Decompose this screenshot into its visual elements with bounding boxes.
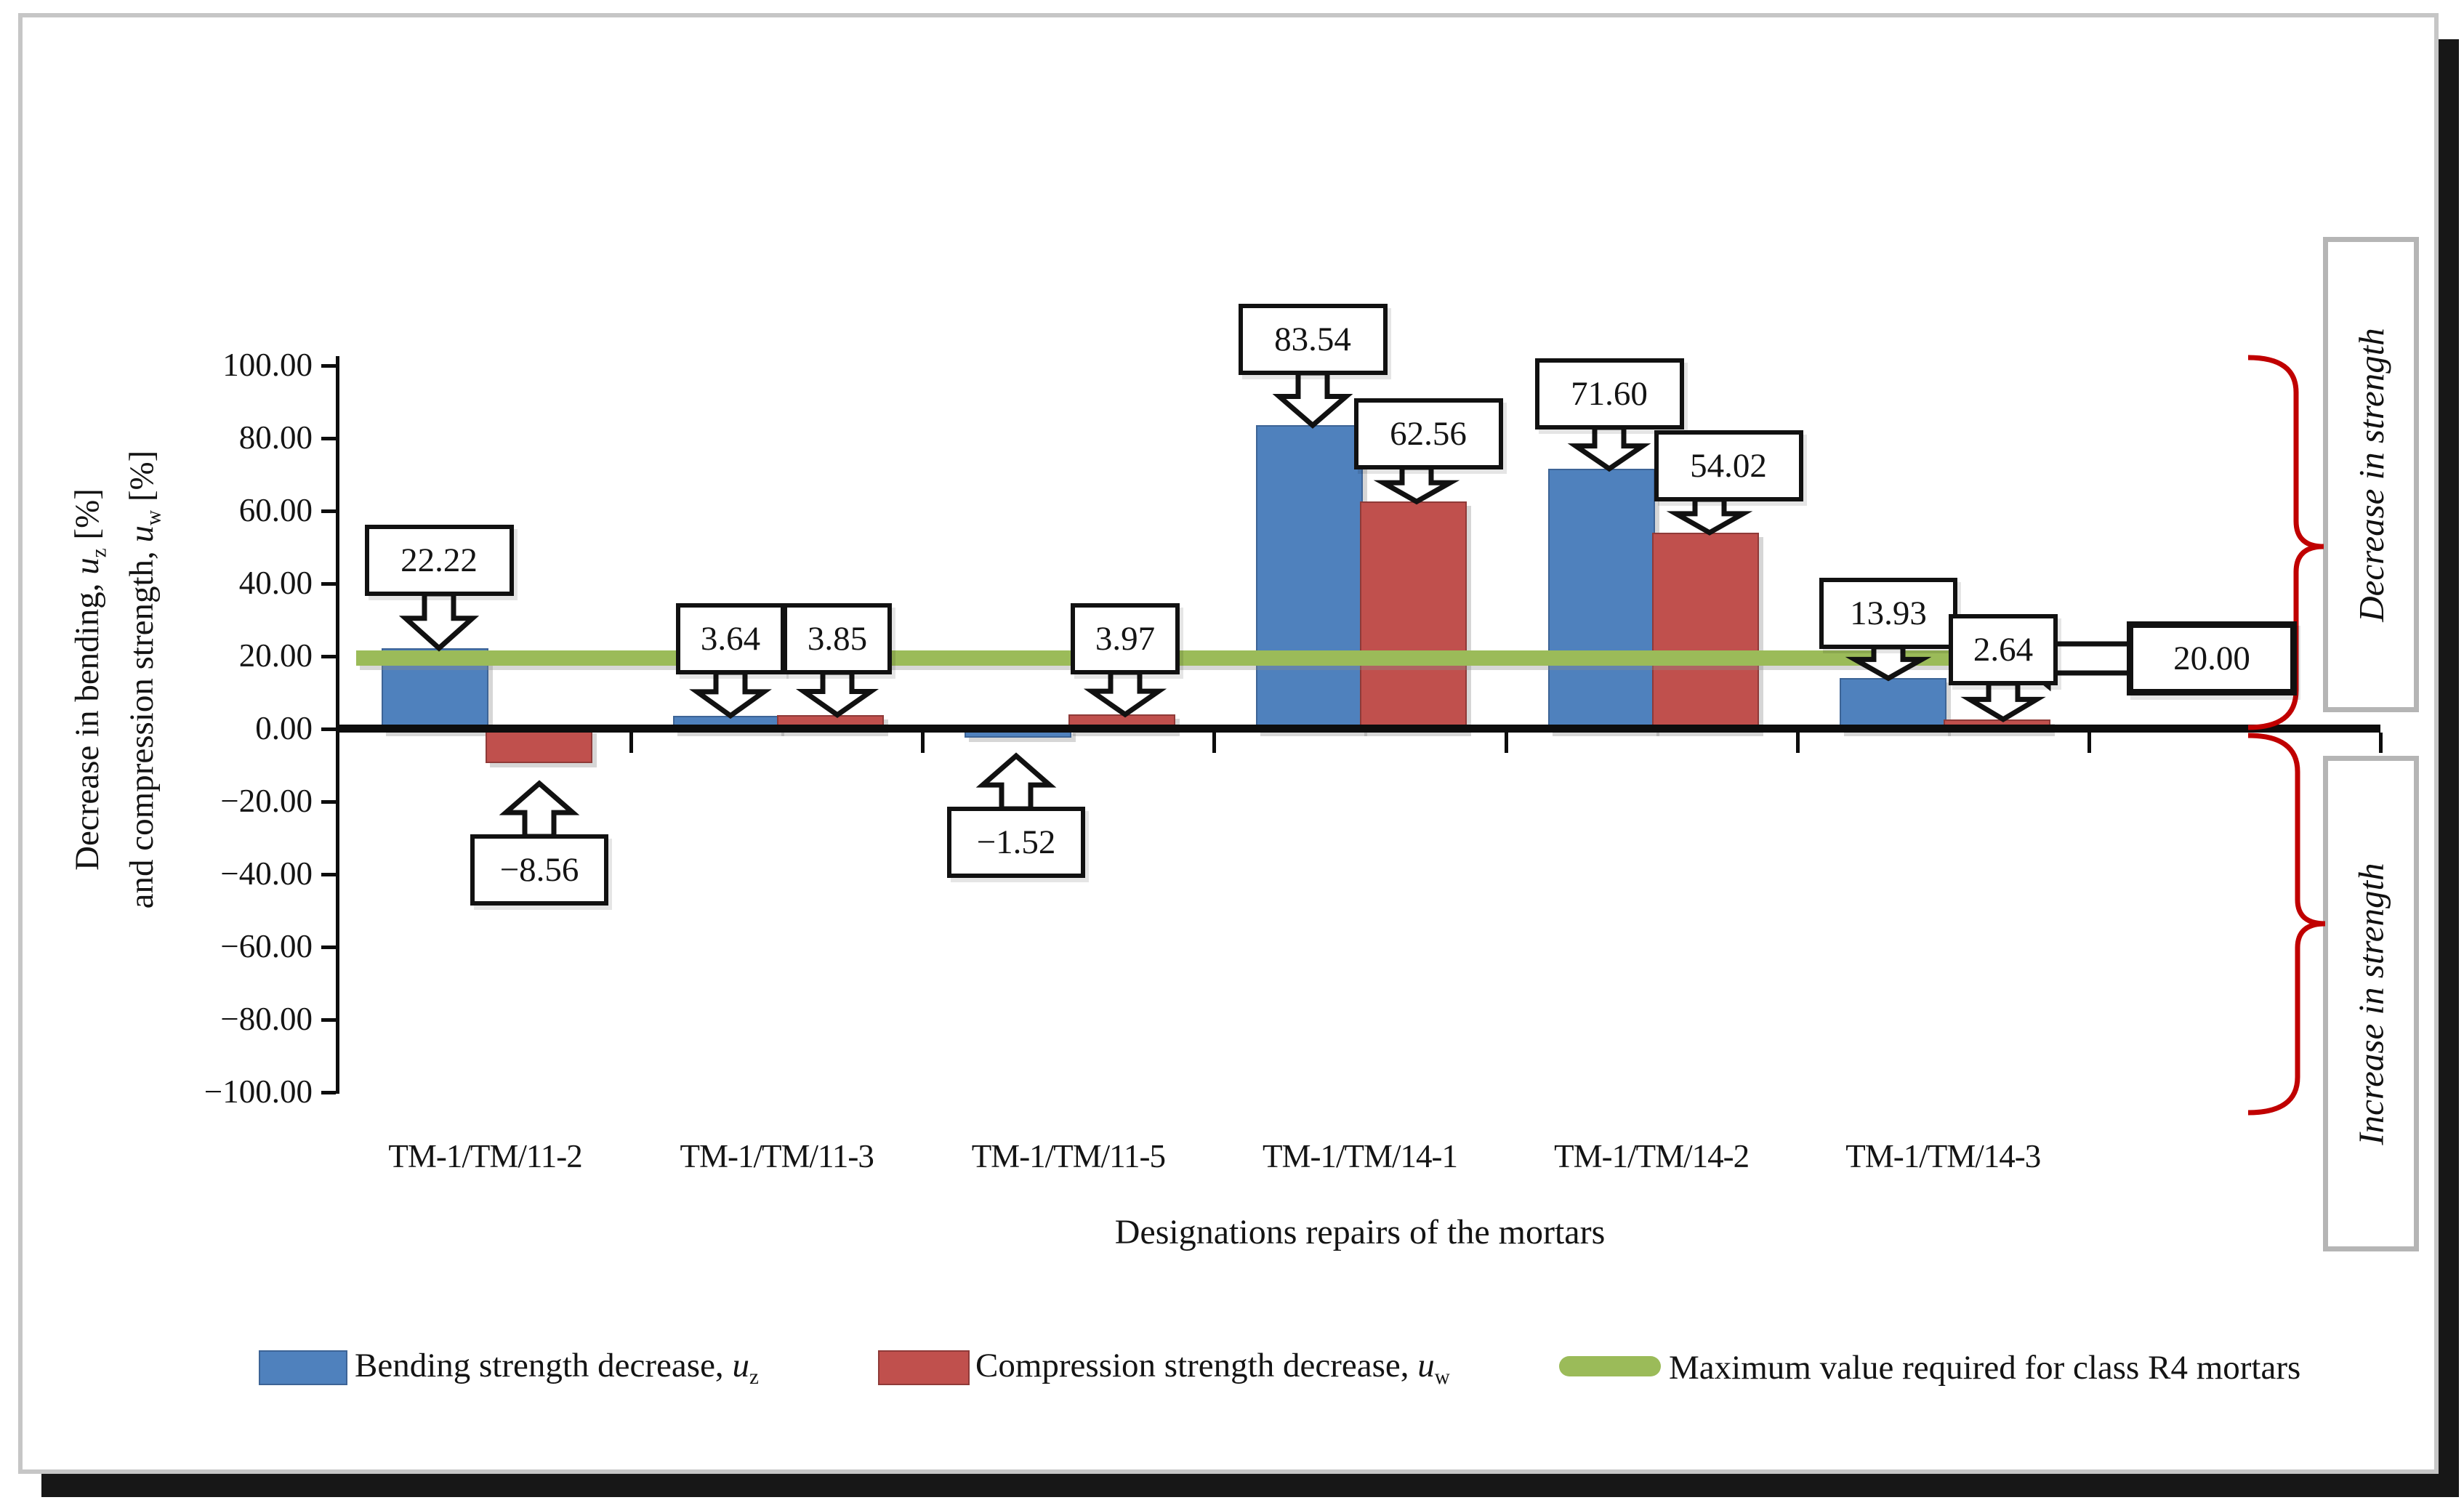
y-axis-tick-label: 80.00	[238, 419, 313, 456]
callout-arrow-down-icon	[398, 591, 480, 652]
x-axis-tick	[1212, 733, 1217, 753]
y-axis-tick	[321, 437, 336, 440]
bar-bending-TM-1/TM/14-2	[1547, 469, 1655, 732]
y-axis-tick	[321, 945, 336, 949]
bar-compression-TM-1/TM/14-2	[1651, 532, 1759, 732]
bar-bending-TM-1/TM/14-3	[1839, 678, 1946, 732]
callout-arrow-down-icon	[689, 669, 772, 719]
y-axis-tick-label: 100.00	[222, 346, 313, 383]
x-axis-tick	[629, 733, 634, 753]
callout-arrow-up-icon	[499, 780, 580, 839]
increase-brace-icon	[2247, 733, 2326, 1116]
x-axis-line	[336, 725, 2380, 733]
legend-label-compression: Compression strength decrease, uw	[975, 1346, 1450, 1390]
y-axis-tick-label: 60.00	[238, 491, 313, 528]
data-label-callout: 3.97	[1071, 603, 1180, 674]
reference-value-callout: 20.00	[2127, 621, 2297, 695]
x-category-label: TM-1/TM/14-3	[1845, 1138, 2041, 1174]
data-label-callout: 54.02	[1654, 430, 1803, 501]
data-label-callout: 3.85	[783, 603, 892, 674]
y-axis-tick-label: 40.00	[238, 564, 313, 601]
y-axis-tick	[321, 873, 336, 876]
y-axis-tick-label: −80.00	[220, 1000, 313, 1037]
data-label-callout: 2.64	[1949, 614, 2058, 685]
callout-arrow-down-icon	[1666, 496, 1753, 536]
data-label-callout: 22.22	[364, 525, 514, 596]
callout-arrow-up-icon	[975, 752, 1057, 812]
data-label-callout: −8.56	[470, 834, 608, 906]
y-axis-tick	[321, 727, 336, 731]
y-axis-tick	[321, 582, 336, 586]
x-category-label: TM-1/TM/11-3	[680, 1138, 874, 1174]
y-axis-tick-label: −100.00	[204, 1073, 313, 1110]
legend-label-bending: Bending strength decrease, uz	[355, 1346, 759, 1390]
callout-arrow-down-icon	[1845, 644, 1932, 682]
y-axis-tick-label: −20.00	[220, 782, 313, 819]
y-axis-tick-label: −60.00	[220, 927, 313, 964]
data-label-callout: 71.60	[1534, 358, 1684, 430]
callout-arrow-down-icon	[1960, 680, 2046, 722]
y-axis-tick	[321, 364, 336, 368]
data-label-callout: 3.64	[676, 603, 785, 674]
callout-arrow-down-icon	[1567, 424, 1651, 472]
bar-compression-TM-1/TM/11-2	[486, 729, 592, 763]
callout-arrow-down-icon	[1373, 464, 1460, 505]
legend-swatch-bending	[259, 1350, 347, 1385]
increase-in-strength-box: Increase in strength	[2323, 756, 2419, 1251]
y-axis-tick	[321, 655, 336, 658]
y-axis-tick-label: 20.00	[238, 637, 313, 674]
figure-frame	[18, 13, 2439, 1474]
y-axis-tick	[321, 1018, 336, 1022]
data-label-callout: 13.93	[1819, 578, 1957, 649]
data-label-callout: 83.54	[1238, 304, 1388, 375]
x-axis-tick	[2378, 733, 2383, 753]
callout-arrow-down-icon	[1272, 370, 1353, 429]
y-axis-tick	[321, 509, 336, 513]
y-axis-tick-label: 0.00	[255, 709, 313, 746]
x-axis-tick	[1795, 733, 1800, 753]
x-axis-tick	[921, 733, 925, 753]
x-category-label: TM-1/TM/11-5	[971, 1138, 1166, 1174]
x-axis-tick	[1504, 733, 1508, 753]
x-category-label: TM-1/TM/14-2	[1554, 1138, 1750, 1174]
y-axis-tick-label: −40.00	[220, 855, 313, 892]
decrease-brace-icon	[2247, 355, 2324, 730]
data-label-callout: −1.52	[947, 807, 1085, 878]
callout-arrow-down-icon	[795, 669, 879, 719]
legend-swatch-compression	[878, 1350, 970, 1385]
y-axis-tick	[321, 1091, 336, 1094]
decrease-in-strength-box: Decrease in strength	[2323, 237, 2419, 712]
callout-arrow-down-icon	[1083, 669, 1167, 718]
x-category-label: TM-1/TM/14-1	[1262, 1138, 1458, 1174]
data-label-callout: 62.56	[1353, 398, 1503, 469]
x-axis-tick	[2087, 733, 2091, 753]
legend-swatch-reference-line	[1559, 1356, 1661, 1376]
y-axis-tick	[321, 800, 336, 804]
legend-label-reference: Maximum value required for class R4 mort…	[1669, 1349, 2301, 1387]
x-category-label: TM-1/TM/11-2	[388, 1138, 582, 1174]
bar-bending-TM-1/TM/14-1	[1256, 425, 1364, 732]
x-axis-title: Designations repairs of the mortars	[1114, 1213, 1606, 1251]
